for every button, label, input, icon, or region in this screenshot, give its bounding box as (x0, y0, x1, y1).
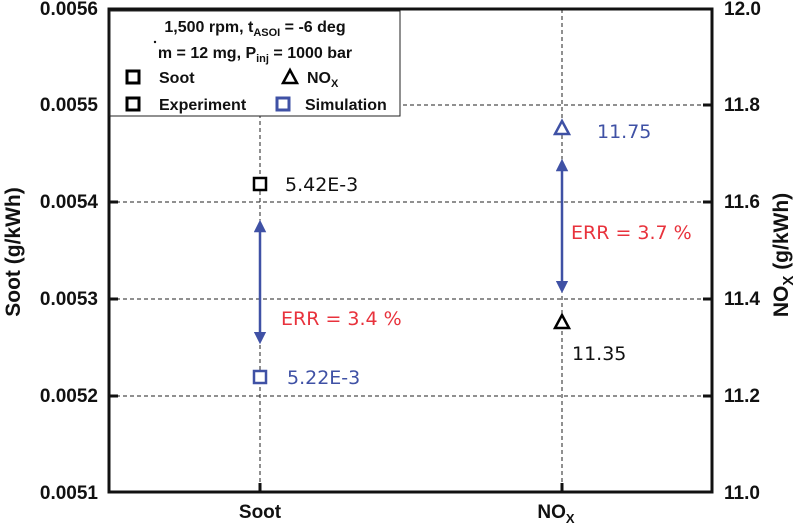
left-tick: 0.0055 (40, 95, 99, 116)
nox-series: 11.75 11.35 ERR = 3.7 % (552, 118, 692, 365)
legend-simulation: Simulation (305, 97, 387, 114)
plot-frame (107, 7, 714, 494)
nox-experiment-label: 11.35 (572, 343, 626, 365)
legend-experiment: Experiment (159, 97, 247, 114)
soot-experiment-marker (252, 176, 268, 192)
soot-error-label: ERR = 3.4 % (281, 308, 402, 330)
nox-simulation-label: 11.75 (597, 121, 651, 143)
right-tick: 11.2 (724, 386, 760, 407)
legend-experiment-icon (125, 96, 141, 112)
legend-soot: Soot (159, 70, 195, 87)
x-tick-soot: Soot (239, 502, 282, 523)
legend-square-icon (125, 69, 141, 85)
nox-error-label: ERR = 3.7 % (571, 222, 692, 244)
legend: 1,500 rpm, tASOI = -6 deg m = 12 mg, Pin… (109, 10, 401, 117)
legend-condition-1: 1,500 rpm, tASOI = -6 deg (164, 19, 345, 39)
right-axis-ticks: 12.0 11.8 11.6 11.4 11.2 11.0 (724, 0, 761, 504)
legend-condition-2: m = 12 mg, Pinj = 1000 bar (158, 45, 352, 65)
tick-marks (109, 103, 712, 492)
legend-nox: NOX (307, 70, 339, 90)
x-tick-nox: NOX (537, 502, 575, 526)
legend-simulation-icon (275, 96, 291, 112)
left-tick: 0.0056 (40, 0, 98, 20)
right-tick: 11.6 (724, 192, 760, 213)
left-axis-label: Soot (g/kWh) (2, 187, 25, 316)
right-axis-label: NOX (g/kWh) (770, 193, 797, 317)
m-dot-icon (153, 40, 157, 44)
soot-simulation-label: 5.22E-3 (287, 367, 360, 389)
nox-simulation-marker (552, 118, 572, 136)
legend-triangle-icon (280, 67, 300, 85)
nox-experiment-marker (552, 312, 572, 330)
right-tick: 11.4 (724, 289, 760, 310)
left-axis-ticks: 0.0056 0.0055 0.0054 0.0053 0.0052 0.005… (40, 0, 99, 504)
right-tick: 11.8 (724, 95, 760, 116)
left-tick: 0.0052 (40, 386, 98, 407)
right-tick: 12.0 (724, 0, 761, 20)
right-tick: 11.0 (724, 483, 760, 504)
soot-series: 5.42E-3 5.22E-3 ERR = 3.4 % (252, 174, 402, 389)
left-tick: 0.0054 (40, 192, 99, 213)
soot-experiment-label: 5.42E-3 (285, 174, 358, 196)
left-tick: 0.0051 (40, 483, 99, 504)
soot-simulation-marker (252, 369, 268, 385)
left-tick: 0.0053 (40, 289, 98, 310)
